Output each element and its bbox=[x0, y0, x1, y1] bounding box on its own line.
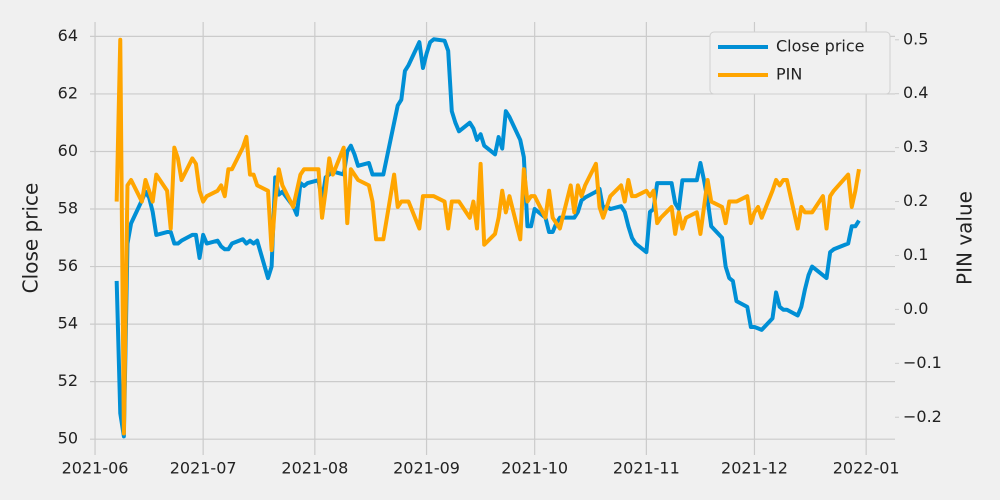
y2-tick-label: 0.2 bbox=[903, 191, 928, 210]
legend: Close price PIN bbox=[709, 31, 891, 95]
y-tick-label: 60 bbox=[58, 141, 78, 160]
series-line bbox=[114, 37, 861, 439]
y2-tick-label: −0.1 bbox=[903, 353, 942, 372]
y-tick-label: 56 bbox=[58, 256, 78, 275]
y-tick-label: 50 bbox=[58, 429, 78, 448]
x-tick-label: 2021-08 bbox=[281, 459, 348, 478]
x-tick-label: 2021-07 bbox=[170, 459, 237, 478]
x-tick-label: 2021-06 bbox=[62, 459, 129, 478]
y2-tick-label: 0.5 bbox=[903, 29, 928, 48]
x-tick-label: 2021-09 bbox=[393, 459, 460, 478]
x-tick-label: 2021-11 bbox=[613, 459, 680, 478]
y-tick-label: 52 bbox=[58, 371, 78, 390]
y2-axis-label: PIN value bbox=[953, 191, 977, 285]
y-tick-label: 54 bbox=[58, 314, 78, 333]
plot-area bbox=[114, 37, 861, 439]
x-tick-label: 2021-12 bbox=[721, 459, 788, 478]
y2-tick-label: 0.1 bbox=[903, 245, 928, 264]
x-tick-label: 2021-10 bbox=[501, 459, 568, 478]
y-tick-label: 58 bbox=[58, 199, 78, 218]
y2-tick-label: 0.0 bbox=[903, 299, 928, 318]
x-tick-label: 2022-01 bbox=[833, 459, 900, 478]
y2-tick-label: 0.3 bbox=[903, 137, 928, 156]
y-axis-label: Close price bbox=[19, 183, 43, 294]
y2-tick-label: 0.4 bbox=[903, 83, 928, 102]
y2-tick-label: −0.2 bbox=[903, 407, 942, 426]
series-line bbox=[114, 37, 861, 436]
y-tick-label: 62 bbox=[58, 83, 78, 102]
y-tick-label: 64 bbox=[58, 26, 78, 45]
legend-label: Close price bbox=[776, 37, 865, 56]
legend-label: PIN bbox=[776, 65, 802, 84]
